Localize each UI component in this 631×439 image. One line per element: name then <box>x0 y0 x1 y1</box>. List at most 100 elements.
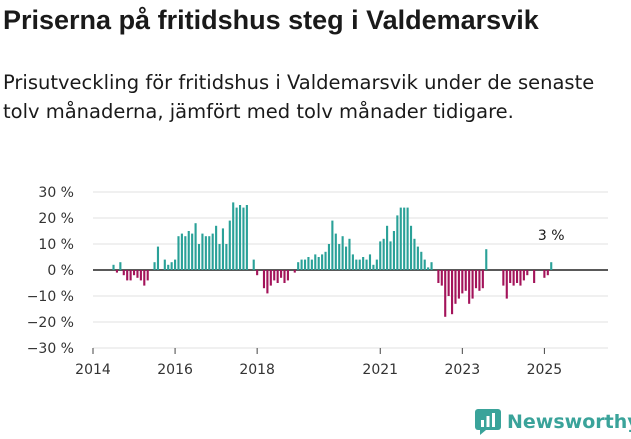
bar <box>112 264 115 270</box>
bar <box>368 254 372 270</box>
bar <box>324 251 327 270</box>
bar <box>283 270 286 283</box>
x-tick-label: 2016 <box>157 362 193 378</box>
bar <box>379 241 382 270</box>
bar <box>399 207 402 270</box>
bar <box>502 270 505 286</box>
x-tick-label: 2018 <box>239 362 275 378</box>
bar <box>327 244 331 270</box>
chart-title: Priserna på fritidshus steg i Valdemarsv… <box>3 5 539 35</box>
bar <box>269 270 272 286</box>
bar <box>461 270 464 294</box>
bar <box>423 259 426 270</box>
bar <box>358 259 361 270</box>
bar <box>221 228 225 270</box>
bar <box>303 259 307 270</box>
bar <box>208 236 211 270</box>
bar <box>115 270 118 273</box>
bar <box>427 267 430 270</box>
bar <box>307 257 310 270</box>
bar-chart-logo-icon <box>475 409 501 435</box>
bar <box>474 270 478 289</box>
bar <box>519 270 522 286</box>
bar <box>310 259 313 270</box>
bar <box>321 254 324 270</box>
bar <box>341 236 344 270</box>
bar <box>211 233 214 270</box>
bar <box>430 262 433 270</box>
bar <box>464 270 467 291</box>
x-tick-label: 2014 <box>75 362 111 378</box>
bar <box>355 259 358 270</box>
bar <box>297 262 300 270</box>
bar <box>447 270 450 296</box>
bar <box>225 244 228 270</box>
brand-name: Newsworthy <box>507 411 631 433</box>
bar <box>375 259 378 270</box>
bar <box>177 236 180 270</box>
x-axis: 2014 2016 2018 2021 2023 2025 <box>75 348 562 378</box>
bar <box>194 223 197 270</box>
bar <box>266 270 269 294</box>
y-tick-label: 10 % <box>38 237 74 253</box>
bar <box>170 262 173 270</box>
bar <box>228 220 231 270</box>
bar <box>252 259 255 270</box>
bar <box>365 259 368 270</box>
bar <box>187 231 190 270</box>
bar <box>143 270 146 286</box>
bar <box>403 207 406 270</box>
bar <box>242 207 245 270</box>
bar <box>238 205 242 270</box>
bar <box>146 270 149 281</box>
y-tick-label: 0 % <box>47 263 74 279</box>
bar <box>174 259 177 270</box>
bar <box>119 262 122 270</box>
bar <box>245 205 248 270</box>
bar <box>533 270 536 283</box>
bar <box>451 270 454 315</box>
y-tick-label: 20 % <box>38 211 74 227</box>
bar <box>334 233 337 270</box>
bar <box>478 270 481 291</box>
bar <box>129 270 132 281</box>
bar <box>276 270 279 283</box>
bar <box>550 262 553 270</box>
bar <box>167 264 170 270</box>
bar <box>235 207 238 270</box>
bar <box>293 270 296 273</box>
bar <box>386 225 389 270</box>
bar <box>191 233 194 270</box>
bar <box>485 249 488 270</box>
bar <box>512 270 515 286</box>
bar <box>406 207 409 270</box>
y-tick-label: −20 % <box>27 315 74 331</box>
bar <box>457 270 460 299</box>
bar <box>471 270 474 299</box>
bar <box>543 270 546 278</box>
last-value-annotation: 3 % <box>538 228 565 244</box>
bar <box>420 251 423 270</box>
bar <box>344 246 348 270</box>
bar <box>509 270 512 283</box>
x-tick-label: 2021 <box>362 362 398 378</box>
bar <box>218 244 221 270</box>
bar <box>139 270 142 281</box>
bar <box>256 270 259 276</box>
bar <box>317 257 320 270</box>
bar <box>372 264 375 270</box>
bar <box>280 270 283 278</box>
bar <box>413 238 416 270</box>
bar <box>197 244 201 270</box>
bar <box>392 231 395 270</box>
bar <box>262 270 266 289</box>
bar <box>440 270 443 286</box>
y-tick-label: 30 % <box>38 185 74 201</box>
bar <box>362 257 365 270</box>
bar <box>351 254 354 270</box>
newsworthy-logo: Newsworthy <box>475 409 631 435</box>
bar <box>163 259 166 270</box>
bar <box>416 246 419 270</box>
bar <box>273 270 276 281</box>
